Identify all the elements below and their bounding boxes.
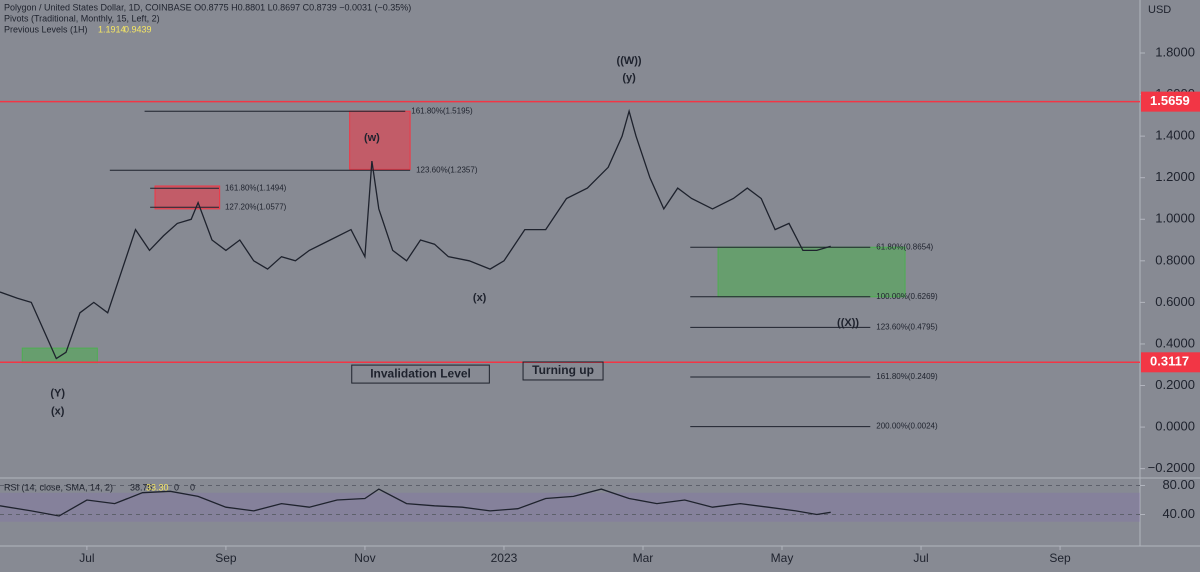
annotation: (x) [51,405,65,417]
pivots-line: Pivots (Traditional, Monthly, 15, Left, … [4,13,160,23]
annotation: ((X)) [837,317,859,329]
annotation: (Y) [50,388,65,400]
x-tick-label: Sep [215,551,237,565]
fib-label: 123.60%(1.2357) [416,165,478,174]
rsi-readout: 0 [190,482,195,492]
prev-level-high: 1.1914 [98,24,126,34]
price-label: 1.5659 [1150,93,1190,108]
y-tick-label: 0.8000 [1155,252,1195,267]
x-tick-label: Nov [354,551,375,565]
fib-label: 161.80%(1.1494) [225,183,287,192]
zone [154,185,221,210]
price-label-box [1141,91,1200,112]
price-line-series [0,108,831,360]
y-tick-label: 0.2000 [1155,377,1195,392]
fib-label: 161.80%(1.5195) [411,106,473,115]
annotation-box [351,364,490,384]
x-tick-label: Mar [633,551,654,565]
fib-label: 200.00%(0.0024) [876,422,938,431]
x-tick-label: Jul [913,551,928,565]
rsi-readout: 33.30 [146,482,169,492]
annotation: (x) [473,292,487,304]
symbol-line: Polygon / United States Dollar, 1D, COIN… [4,2,411,12]
y-tick-label: 0.6000 [1155,294,1195,309]
y-tick-label: 80.00 [1162,477,1195,492]
fib-label: 161.80%(0.2409) [876,372,938,381]
annotation: ((W)) [617,55,642,67]
y-tick-label: 40.00 [1162,506,1195,521]
fib-label: 100.00%(0.6269) [876,292,938,301]
fib-label: 61.80%(0.8654) [876,242,933,251]
y-tick-label: 1.2000 [1155,169,1195,184]
rsi-title: RSI (14, close, SMA, 14, 2) [4,482,113,492]
zone [349,110,411,170]
rsi-readout: 0 [174,482,179,492]
y-tick-label: 1.8000 [1155,44,1195,59]
currency: USD [1148,4,1171,16]
fib-label: 123.60%(0.4795) [876,323,938,332]
price-label: 0.3117 [1150,354,1189,369]
fib-label: 127.20%(1.0577) [225,202,287,211]
zone [21,347,98,364]
annotation: Turning up [532,363,594,377]
y-tick-label: 0.0000 [1155,419,1195,434]
x-tick-label: May [771,551,794,565]
rsi-readout: 38.76 [130,482,153,492]
y-tick-label: −0.2000 [1148,460,1195,475]
y-tick-label: 1.4000 [1155,128,1195,143]
price-label-box [1141,352,1200,373]
prev-level-low: 0.9439 [124,24,152,34]
x-tick-label: Sep [1049,551,1071,565]
zone [717,246,906,298]
x-tick-label: Jul [79,551,94,565]
annotation: (w) [364,132,380,144]
annotation-box [522,361,604,381]
annotation: Invalidation Level [370,366,471,380]
x-tick-label: 2023 [491,551,518,565]
y-tick-label: 0.4000 [1155,335,1195,350]
y-tick-label: 1.0000 [1155,211,1195,226]
prev-levels-line: Previous Levels (1H) [4,24,88,34]
rsi-band [0,492,1140,522]
rsi-line [0,488,831,517]
annotation: (y) [622,72,636,84]
